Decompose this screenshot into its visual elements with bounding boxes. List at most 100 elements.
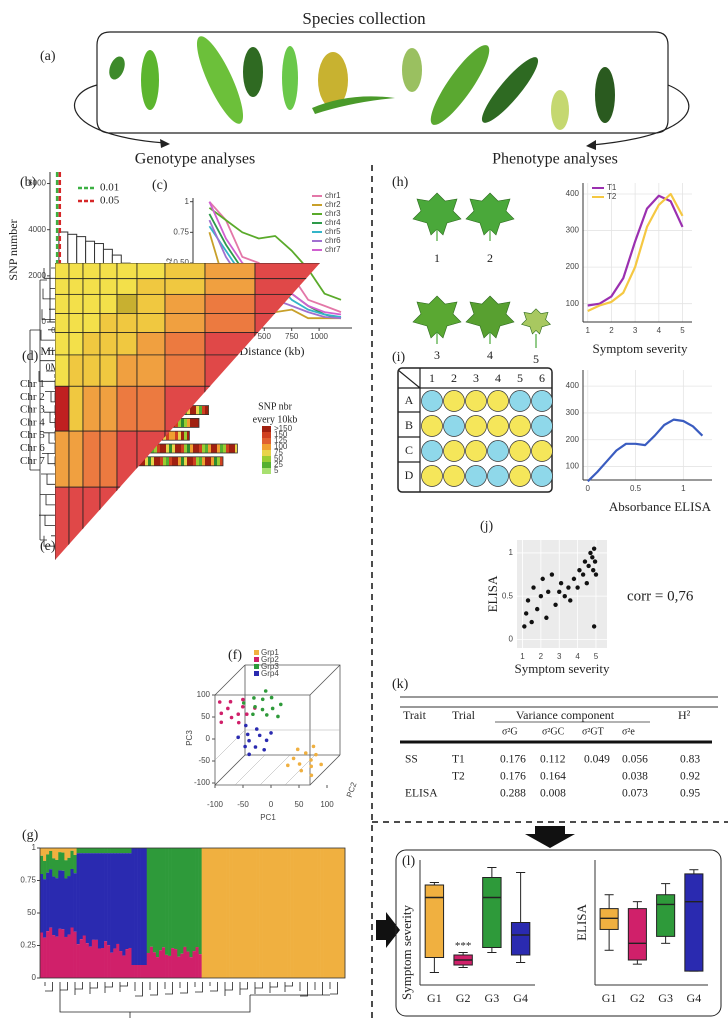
pca-point [299, 768, 304, 773]
pca-point [260, 707, 265, 712]
column-subheader: σ²GC [542, 726, 565, 737]
snp-density [232, 444, 235, 453]
ancestry [204, 848, 209, 978]
table-cell: 0.049 [584, 754, 610, 766]
ancestry [76, 944, 80, 978]
section-title: Genotype analyses [135, 151, 255, 168]
legend-label: 125 [274, 436, 288, 445]
ancestry [125, 848, 129, 854]
ancestry [55, 878, 59, 937]
ancestry [308, 848, 312, 978]
ancestry [91, 939, 96, 978]
y-tick-label: 0.5 [502, 591, 514, 600]
x-tick-label: G1 [427, 991, 442, 1005]
ancestry [52, 935, 56, 978]
legend-label: chr7 [325, 245, 341, 254]
snp-density [202, 456, 205, 466]
x-tick-label: 1 [586, 326, 591, 335]
cell [204, 263, 256, 280]
ancestry [165, 954, 169, 978]
arrow-head [586, 140, 596, 150]
cell [99, 293, 118, 314]
legend-swatch [254, 650, 259, 655]
ancestry [335, 848, 340, 978]
table-cell: 0.95 [680, 788, 700, 800]
pca-point [229, 715, 234, 720]
pca-point [263, 689, 268, 693]
snp-density [187, 444, 190, 453]
cell [254, 278, 320, 295]
ancestry [229, 848, 233, 978]
column-label: 4 [495, 371, 501, 385]
arrow [74, 84, 166, 144]
table-cell: 0.92 [680, 771, 700, 783]
ancestry [82, 935, 87, 978]
figure-title: Species collection [302, 9, 426, 28]
cell [116, 354, 138, 387]
x-axis-label: Absorbance ELISA [609, 499, 712, 514]
legend-label: 75 [274, 448, 283, 457]
x-tick-label: 5 [680, 326, 685, 335]
ancestry [49, 848, 53, 851]
table-cell: 0.288 [500, 788, 526, 800]
ancestry [125, 949, 129, 978]
y-axis-label: PC2 [345, 780, 359, 798]
pca-point [244, 712, 249, 717]
ancestry [226, 848, 230, 978]
snp-density [184, 431, 187, 441]
ancestry [110, 952, 114, 978]
ancestry [140, 965, 144, 978]
snp-density [208, 456, 211, 466]
cell [99, 385, 118, 432]
legend-label: chr4 [325, 218, 341, 227]
leaf-label: 4 [487, 348, 493, 362]
snp-density [151, 456, 154, 466]
well [531, 415, 553, 437]
ancestry [341, 848, 346, 978]
ancestry [201, 848, 205, 978]
ancestry [110, 848, 114, 854]
legend-label: T2 [607, 192, 617, 201]
point [577, 568, 582, 573]
well [487, 465, 509, 487]
point [591, 624, 597, 629]
pca-point [314, 752, 318, 757]
table-cell: 0.176 [500, 754, 526, 766]
y-axis-label: ELISA [574, 903, 589, 940]
ancestry [58, 848, 62, 853]
ancestry [293, 848, 297, 978]
ancestry [323, 848, 327, 978]
panel-label: (f) [228, 648, 242, 663]
point [586, 563, 591, 569]
ancestry [46, 854, 50, 873]
pca-point [257, 733, 262, 738]
z-tick-label: -50 [198, 756, 210, 765]
ancestry [131, 848, 135, 965]
cell [99, 263, 118, 280]
snp-density [199, 405, 202, 415]
cell [164, 263, 206, 280]
cell [99, 313, 118, 333]
snp-density [163, 444, 166, 453]
snp-density [178, 456, 181, 466]
ancestry [116, 853, 120, 944]
line [208, 207, 342, 301]
x-tick-label: 0 [269, 800, 274, 809]
legend-swatch [254, 671, 259, 676]
pca-box [214, 664, 341, 786]
ancestry [70, 848, 74, 851]
well [531, 465, 553, 487]
cell [116, 430, 138, 488]
pca-point [253, 704, 257, 709]
table-cell: 0.008 [540, 788, 566, 800]
x-tick-label: 50 [295, 800, 304, 809]
legend-swatch [262, 426, 271, 432]
pca-point [297, 762, 302, 766]
pca-point [295, 747, 300, 752]
ancestry [119, 853, 123, 952]
legend-label: >150 [274, 424, 293, 433]
cell [136, 313, 166, 333]
well [421, 440, 443, 462]
y-tick-label: 0 [42, 317, 47, 326]
snp-density [172, 456, 175, 466]
